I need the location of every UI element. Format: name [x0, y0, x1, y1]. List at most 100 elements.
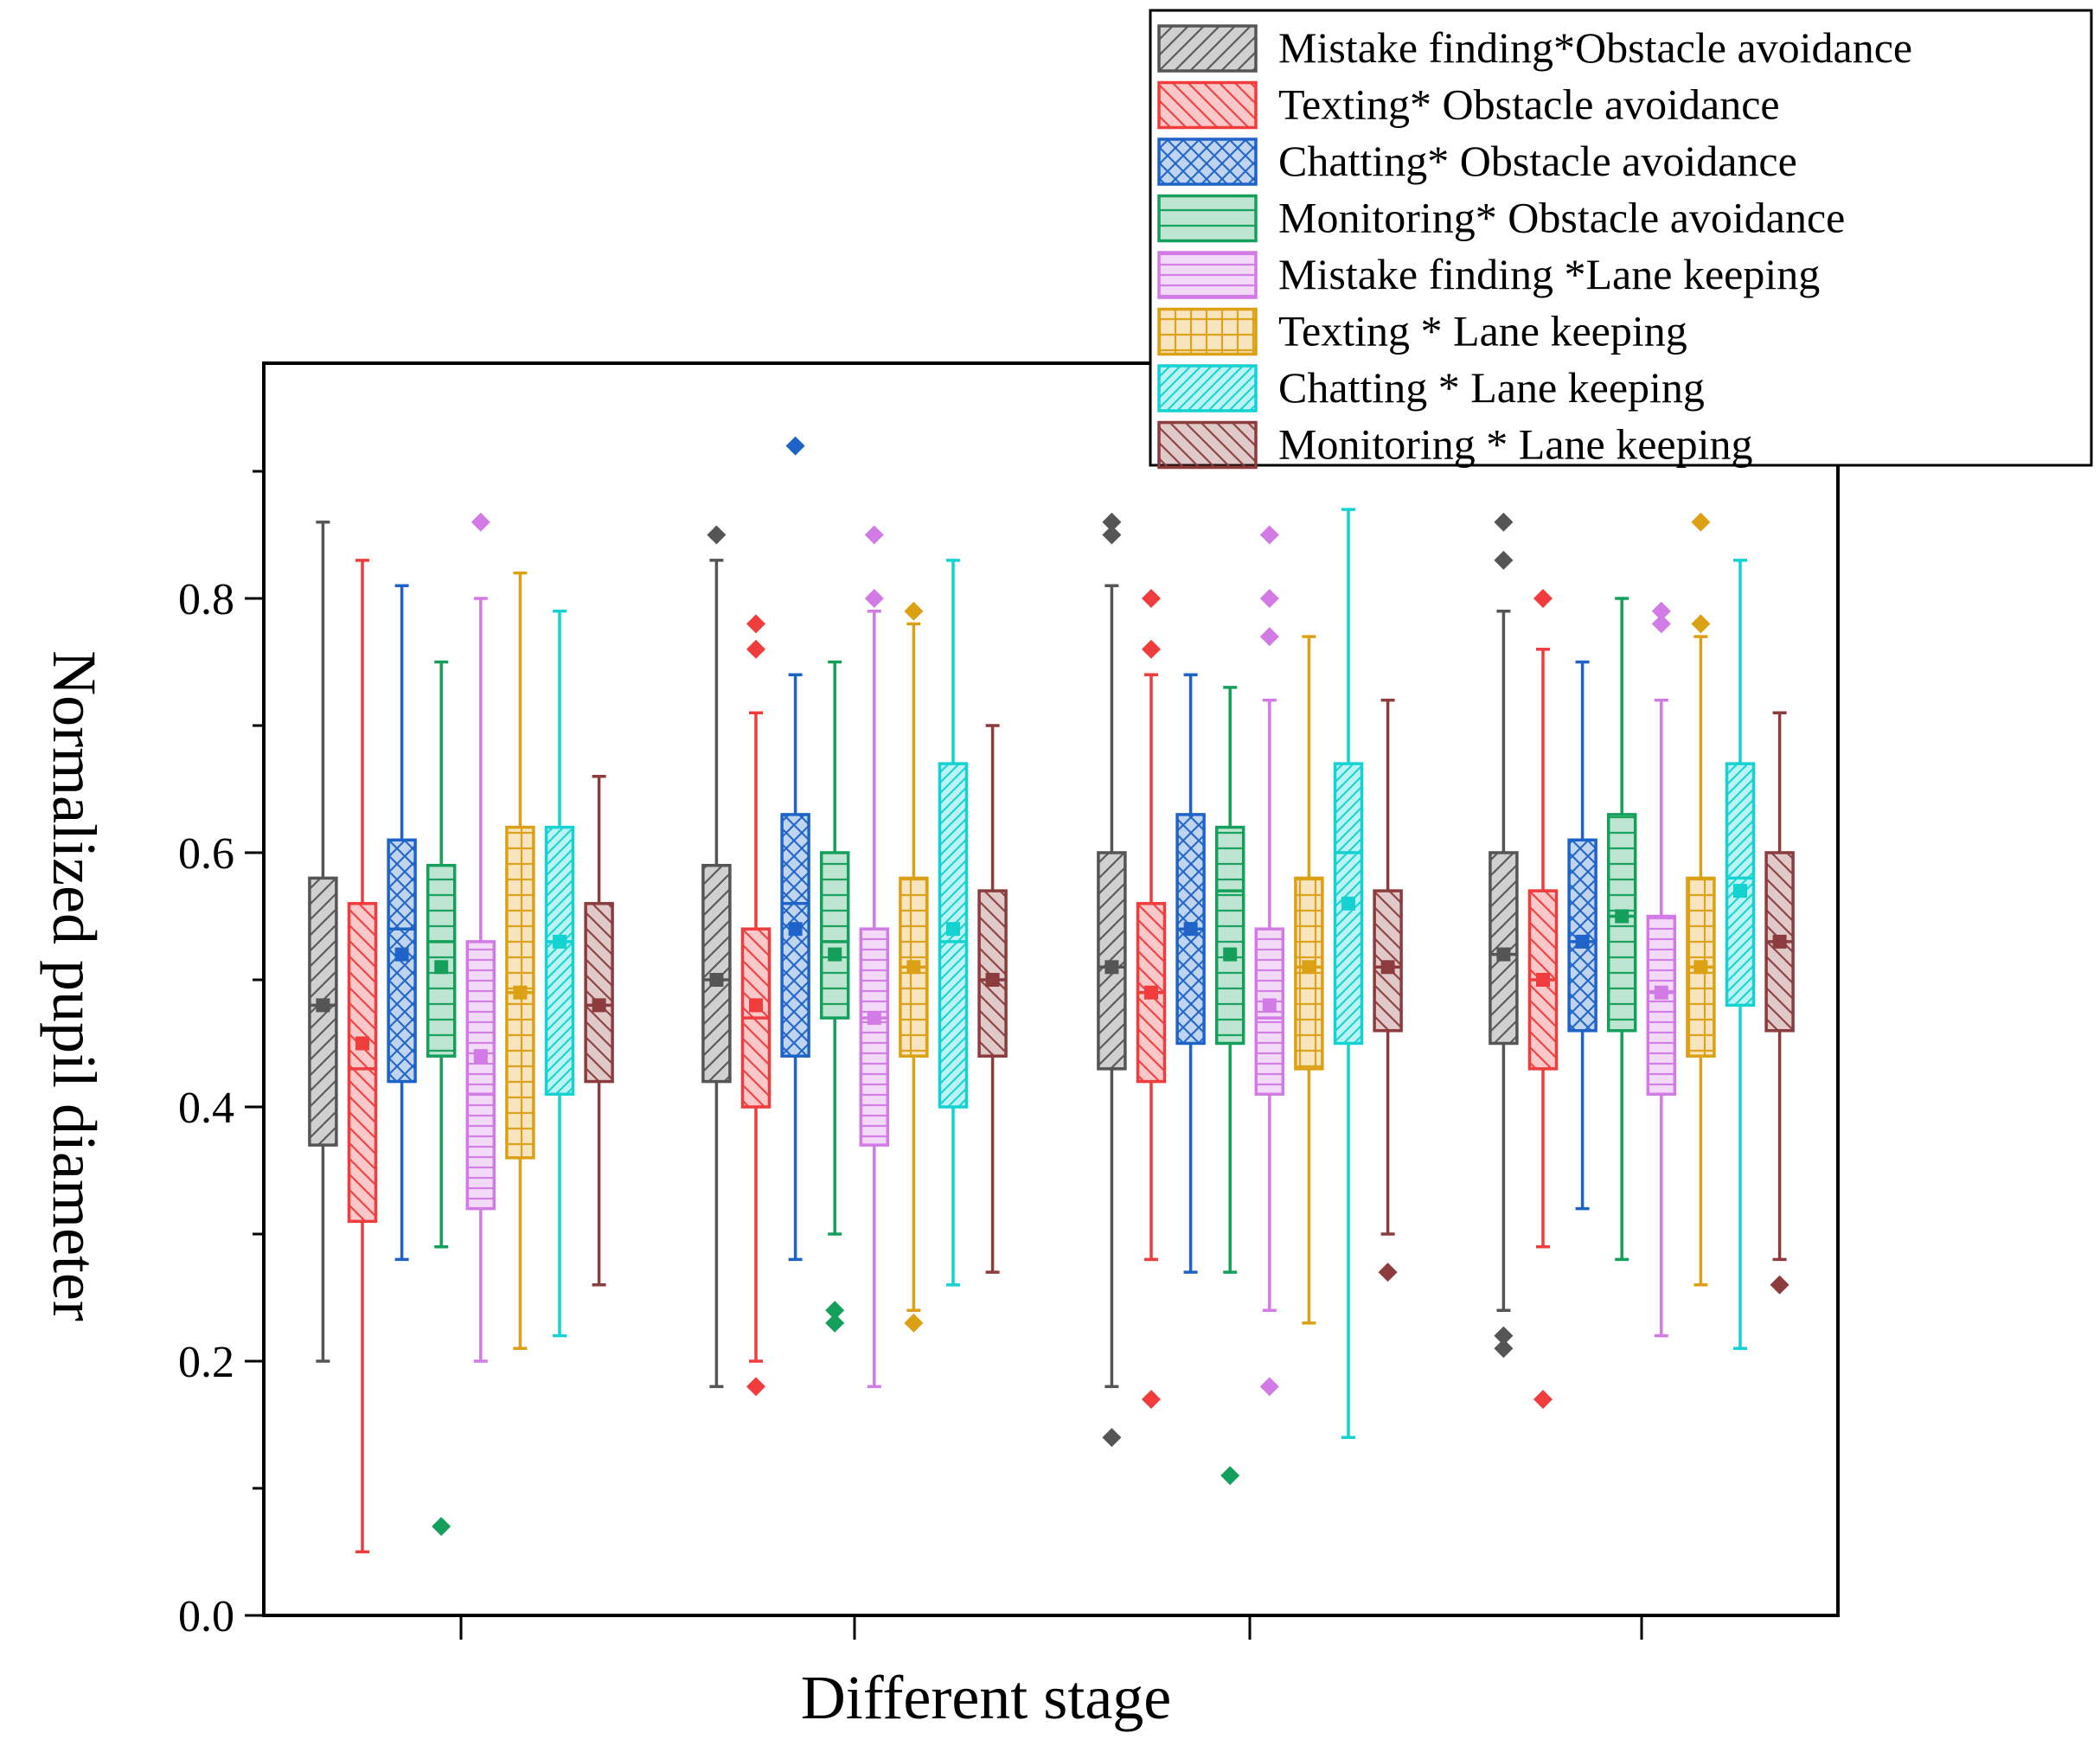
outlier-point: [1494, 512, 1514, 532]
mean-marker: [513, 985, 528, 1000]
outlier-point: [1259, 589, 1279, 608]
outlier-point: [1691, 512, 1711, 532]
box-3-stage-4: [1567, 660, 1597, 1211]
outlier-point: [1533, 1390, 1553, 1410]
mean-marker: [1183, 922, 1198, 937]
legend-item: Chatting* Obstacle avoidance: [1157, 137, 1797, 186]
y-tick-label: 0.6: [178, 829, 234, 879]
outlier-point: [746, 1377, 765, 1397]
iqr-box: [819, 851, 850, 1020]
mean-marker: [394, 947, 409, 962]
mean-marker: [1380, 960, 1395, 975]
legend-swatch: [1157, 420, 1258, 470]
outlier-point: [785, 436, 805, 456]
iqr-box: [584, 902, 614, 1084]
legend-swatch: [1157, 80, 1258, 130]
mean-marker: [1496, 947, 1511, 962]
box-3-stage-1: [387, 584, 417, 1262]
y-tick-label: 0.2: [178, 1338, 234, 1387]
legend-label: Texting * Lane keeping: [1278, 307, 1687, 355]
mean-marker: [985, 973, 1000, 987]
box-8-stage-4: [1764, 711, 1795, 1295]
iqr-box: [859, 927, 890, 1147]
box-2-stage-3: [1136, 589, 1167, 1410]
box-7-stage-3: [1333, 508, 1364, 1439]
outlier-point: [1102, 512, 1122, 532]
y-axis-label: Normalized pupil diameter: [40, 650, 109, 1321]
box-6-stage-2: [899, 601, 929, 1333]
outlier-point: [432, 1517, 451, 1537]
outlier-point: [1494, 550, 1514, 570]
legend-swatch: [1157, 251, 1258, 299]
legend-label: Mistake finding *Lane keeping: [1278, 250, 1820, 298]
legend-label: Texting* Obstacle avoidance: [1278, 80, 1780, 129]
mean-marker: [1104, 960, 1119, 975]
legend-item: Texting * Lane keeping: [1157, 307, 1687, 356]
y-tick-label: 0.4: [178, 1084, 234, 1133]
legend-item: Monitoring * Lane keeping: [1157, 420, 1753, 470]
mean-marker: [709, 973, 724, 987]
outlier-point: [1220, 1466, 1240, 1486]
box-2-stage-1: [347, 559, 378, 1554]
box-7-stage-2: [938, 559, 969, 1287]
outlier-point: [864, 589, 884, 608]
mean-marker: [749, 998, 763, 1013]
outlier-point: [746, 614, 765, 634]
outlier-point: [1102, 525, 1122, 545]
outlier-point: [864, 525, 884, 545]
outlier-point: [1142, 589, 1161, 608]
outlier-point: [1142, 1390, 1161, 1410]
box-2-stage-4: [1527, 589, 1559, 1410]
mean-marker: [1144, 985, 1158, 1000]
outlier-point: [1651, 614, 1671, 634]
outlier-point: [825, 1301, 845, 1321]
legend-swatch: [1157, 138, 1258, 186]
box-8-stage-2: [977, 724, 1008, 1274]
mean-marker: [592, 998, 606, 1013]
legend-item: Texting* Obstacle avoidance: [1157, 80, 1780, 130]
outlier-point: [1494, 1326, 1514, 1346]
mean-marker: [316, 998, 330, 1013]
legend-item: Mistake finding *Lane keeping: [1157, 250, 1820, 299]
mean-marker: [1615, 909, 1629, 924]
outlier-point: [1770, 1275, 1789, 1295]
box-3-stage-3: [1175, 673, 1206, 1274]
outlier-point: [1533, 589, 1553, 608]
outlier-point: [1259, 1377, 1279, 1397]
mean-marker: [906, 960, 921, 975]
box-1-stage-2: [701, 525, 732, 1389]
legend-item: Mistake finding*Obstacle avoidance: [1157, 23, 1912, 73]
box-6-stage-3: [1294, 635, 1324, 1325]
mean-marker: [828, 947, 842, 962]
iqr-box: [1646, 914, 1677, 1097]
y-tick-label: 0.0: [178, 1592, 234, 1641]
mean-marker: [1654, 985, 1668, 1000]
mean-marker: [1262, 998, 1277, 1013]
box-4-stage-1: [426, 660, 457, 1537]
mean-marker: [553, 934, 567, 949]
outlier-point: [746, 639, 765, 659]
box-6-stage-1: [505, 571, 535, 1351]
outlier-point: [1259, 627, 1279, 647]
outlier-point: [1378, 1263, 1398, 1282]
outlier-point: [1494, 1339, 1514, 1359]
mean-marker: [1223, 947, 1238, 962]
outlier-point: [1259, 525, 1279, 545]
iqr-box: [1567, 838, 1597, 1033]
legend-label: Chatting * Lane keeping: [1278, 363, 1705, 412]
box-7-stage-4: [1725, 559, 1756, 1351]
outlier-point: [825, 1313, 845, 1333]
legend-label: Mistake finding*Obstacle avoidance: [1278, 23, 1912, 72]
box-2-stage-2: [740, 614, 771, 1397]
mean-marker: [473, 1049, 488, 1064]
mean-marker: [1341, 896, 1355, 911]
legend: Mistake finding*Obstacle avoidance Textin…: [1149, 9, 2093, 470]
mean-marker: [1536, 973, 1550, 987]
legend-swatch: [1157, 307, 1258, 356]
box-4-stage-4: [1606, 597, 1637, 1262]
mean-marker: [1693, 960, 1708, 975]
mean-marker: [355, 1036, 369, 1051]
box-1-stage-3: [1097, 512, 1127, 1448]
box-1-stage-4: [1489, 512, 1519, 1359]
